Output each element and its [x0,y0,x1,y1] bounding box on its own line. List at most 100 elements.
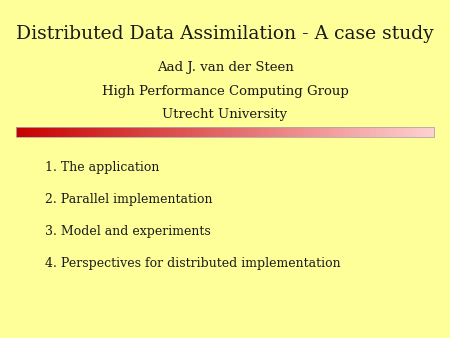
Bar [17,127,19,137]
Bar [16,127,434,137]
Bar [22,127,25,137]
Bar [175,127,176,137]
Bar [228,127,230,137]
Bar [352,127,354,137]
Bar [250,127,252,137]
Bar [78,127,81,137]
Bar [372,127,374,137]
Bar [338,127,340,137]
Bar [86,127,87,137]
Bar [382,127,384,137]
Bar [147,127,149,137]
Text: 2. Parallel implementation: 2. Parallel implementation [45,193,212,206]
Bar [416,127,418,137]
Bar [420,127,422,137]
Bar [155,127,157,137]
Bar [400,127,401,137]
Bar [278,127,280,137]
Bar [204,127,206,137]
Bar [267,127,269,137]
Bar [214,127,216,137]
Bar [348,127,350,137]
Bar [323,127,324,137]
Bar [105,127,107,137]
Bar [235,127,237,137]
Bar [76,127,77,137]
Bar [423,127,425,137]
Bar [342,127,344,137]
Bar [187,127,189,137]
Bar [289,127,291,137]
Bar [196,127,198,137]
Bar [48,127,50,137]
Bar [171,127,172,137]
Bar [34,127,36,137]
Bar [35,127,37,137]
Bar [230,127,232,137]
Bar [52,127,54,137]
Bar [305,127,306,137]
Bar [134,127,136,137]
Bar [266,127,267,137]
Bar [359,127,361,137]
Bar [295,127,297,137]
Bar [193,127,195,137]
Bar [207,127,209,137]
Bar [432,127,433,137]
Bar [117,127,119,137]
Bar [41,127,43,137]
Bar [433,127,435,137]
Bar [394,127,396,137]
Bar [422,127,423,137]
Bar [243,127,245,137]
Bar [427,127,429,137]
Bar [258,127,260,137]
Bar [80,127,82,137]
Bar [239,127,241,137]
Bar [94,127,96,137]
Bar [40,127,41,137]
Bar [284,127,285,137]
Bar [130,127,132,137]
Bar [197,127,199,137]
Bar [59,127,61,137]
Bar [21,127,23,137]
Bar [24,127,26,137]
Bar [83,127,85,137]
Bar [42,127,44,137]
Text: 1. The application: 1. The application [45,161,159,174]
Bar [176,127,178,137]
Bar [111,127,112,137]
Bar [136,127,138,137]
Bar [202,127,204,137]
Text: High Performance Computing Group: High Performance Computing Group [102,85,348,98]
Bar [376,127,378,137]
Bar [401,127,403,137]
Bar [115,127,117,137]
Bar [158,127,160,137]
Bar [275,127,277,137]
Bar [404,127,405,137]
Bar [252,127,253,137]
Bar [309,127,310,137]
Bar [218,127,220,137]
Bar [313,127,315,137]
Bar [151,127,153,137]
Bar [143,127,144,137]
Bar [341,127,342,137]
Bar [429,127,431,137]
Bar [172,127,174,137]
Bar [69,127,71,137]
Bar [18,127,20,137]
Bar [261,127,263,137]
Text: Utrecht University: Utrecht University [162,108,288,121]
Bar [116,127,118,137]
Bar [46,127,48,137]
Bar [314,127,316,137]
Bar [31,127,33,137]
Bar [391,127,393,137]
Bar [45,127,47,137]
Bar [62,127,63,137]
Bar [253,127,255,137]
Bar [337,127,338,137]
